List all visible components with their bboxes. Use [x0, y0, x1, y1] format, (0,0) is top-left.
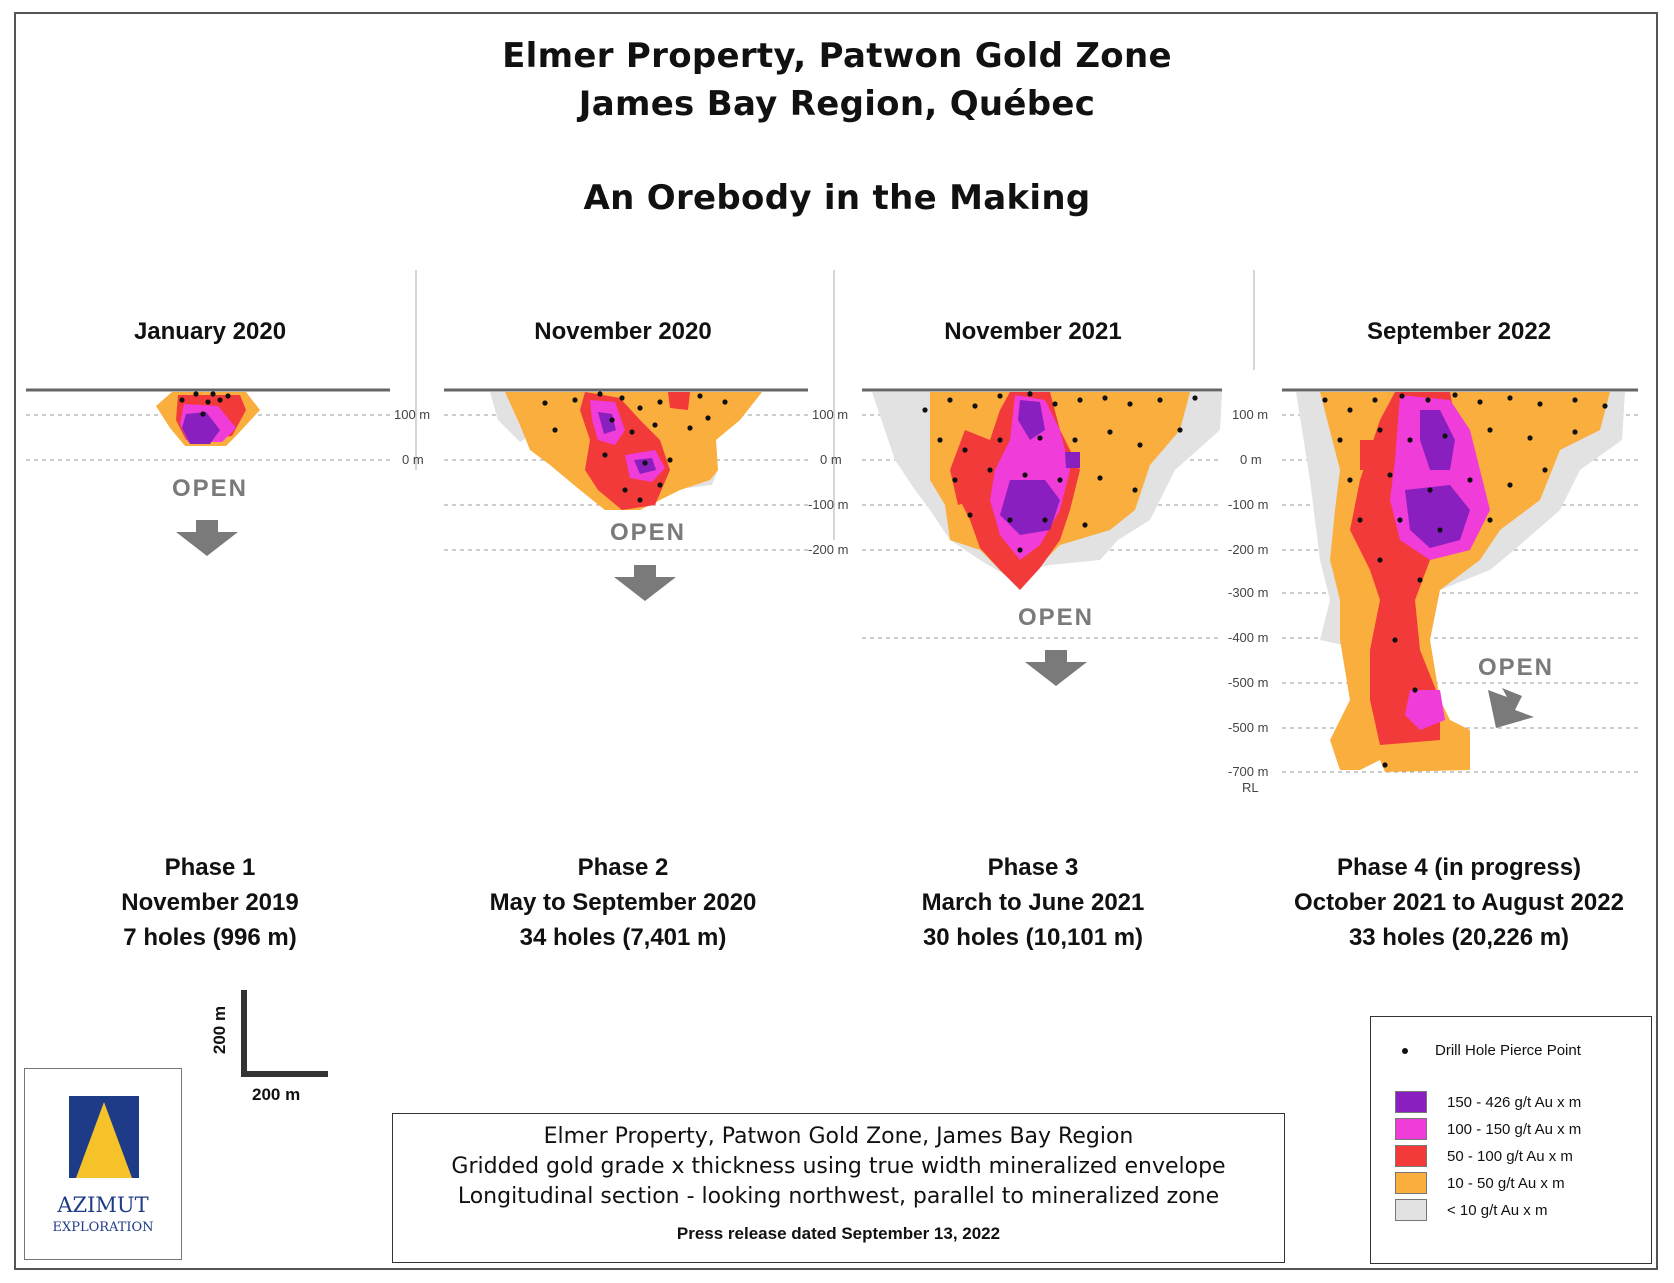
open-arrows — [176, 520, 1534, 728]
elev-label: 0 m — [402, 452, 424, 467]
legend-swatch — [1395, 1118, 1427, 1140]
title-line-2: James Bay Region, Québec — [578, 84, 1096, 124]
elev-label: -200 m — [808, 542, 849, 557]
legend-swatch — [1395, 1199, 1427, 1221]
legend-label: < 10 g/t Au x m — [1447, 1201, 1548, 1219]
phase-period: May to September 2020 — [489, 889, 757, 916]
open-label-2: OPEN — [609, 519, 686, 546]
legend-item: < 10 g/t Au x m — [1395, 1199, 1547, 1221]
section-panel-1 — [26, 388, 390, 461]
phase-desc-4: Phase 4 (in progress) October 2021 to Au… — [1249, 850, 1669, 955]
logo-box: AZIMUT EXPLORATION — [24, 1068, 182, 1260]
elev-label: 0 m — [820, 452, 842, 467]
press-release-date: Press release dated September 13, 2022 — [676, 1224, 1001, 1243]
elev-label: 100 m — [1232, 407, 1269, 422]
subtitle: An Orebody in the Making — [583, 178, 1091, 218]
scale-horizontal-label: 200 m — [252, 1085, 301, 1104]
elev-label: -100 m — [1228, 497, 1269, 512]
elev-label: -500 m — [1228, 720, 1269, 735]
section-panel-4 — [1282, 388, 1638, 773]
legend: Drill Hole Pierce Point 150 - 426 g/t Au… — [1370, 1016, 1652, 1264]
phase-period: March to June 2021 — [921, 889, 1145, 916]
elev-label: -100 m — [808, 497, 849, 512]
pierce-points — [542, 391, 728, 503]
legend-item: 10 - 50 g/t Au x m — [1395, 1172, 1565, 1194]
elev-label: -400 m — [1228, 630, 1269, 645]
phase-name: Phase 2 — [577, 854, 669, 881]
legend-label: 10 - 50 g/t Au x m — [1447, 1174, 1565, 1192]
panel-date-2: November 2020 — [534, 318, 712, 345]
legend-item: 150 - 426 g/t Au x m — [1395, 1091, 1581, 1113]
legend-item: 50 - 100 g/t Au x m — [1395, 1145, 1573, 1167]
desc-line-3: Longitudinal section - looking northwest… — [457, 1184, 1220, 1209]
section-panel-2 — [444, 388, 808, 551]
elev-label: 100 m — [812, 407, 849, 422]
open-arrow-1 — [176, 520, 238, 556]
legend-pierce-dot — [1402, 1048, 1408, 1054]
elev-label-rl: RL — [1242, 780, 1259, 795]
legend-swatch — [1395, 1145, 1427, 1167]
phase-name: Phase 4 (in progress) — [1336, 854, 1582, 881]
phase-holes: 7 holes (996 m) — [123, 924, 297, 951]
phase-period: October 2021 to August 2022 — [1294, 889, 1624, 916]
open-label-4: OPEN — [1477, 654, 1554, 681]
pierce-points — [1322, 392, 1608, 768]
legend-swatch — [1395, 1091, 1427, 1113]
open-label-1: OPEN — [171, 475, 248, 502]
phase-period: November 2019 — [121, 889, 299, 916]
elev-label: -200 m — [1228, 542, 1269, 557]
title-line-1: Elmer Property, Patwon Gold Zone — [502, 36, 1172, 76]
phase-holes: 34 holes (7,401 m) — [519, 924, 727, 951]
azimut-logo — [69, 1096, 139, 1178]
legend-label: 100 - 150 g/t Au x m — [1447, 1120, 1582, 1138]
legend-item: 100 - 150 g/t Au x m — [1395, 1118, 1581, 1140]
logo-name: AZIMUT — [57, 1193, 149, 1217]
open-arrow-4 — [1488, 688, 1534, 728]
panel-date-1: January 2020 — [133, 318, 287, 345]
legend-label: 50 - 100 g/t Au x m — [1447, 1147, 1573, 1165]
elev-label: 0 m — [1240, 452, 1262, 467]
open-arrow-2 — [614, 565, 676, 601]
legend-label: 150 - 426 g/t Au x m — [1447, 1093, 1582, 1111]
phase-desc-1: Phase 1 November 2019 7 holes (996 m) — [0, 850, 420, 955]
phase-name: Phase 3 — [987, 854, 1079, 881]
panel-date-3: November 2021 — [944, 318, 1122, 345]
description-box: Elmer Property, Patwon Gold Zone, James … — [392, 1113, 1285, 1263]
pierce-points — [179, 391, 231, 417]
legend-pierce-label: Drill Hole Pierce Point — [1435, 1042, 1581, 1059]
phase-holes: 30 holes (10,101 m) — [922, 924, 1144, 951]
scale-vertical-label: 200 m — [210, 1005, 230, 1055]
phase-holes: 33 holes (20,226 m) — [1348, 924, 1570, 951]
desc-line-1: Elmer Property, Patwon Gold Zone, James … — [543, 1124, 1134, 1149]
section-panel-3 — [862, 388, 1222, 639]
elev-label: 100 m — [394, 407, 431, 422]
phase-name: Phase 1 — [164, 854, 256, 881]
phase-desc-2: Phase 2 May to September 2020 34 holes (… — [413, 850, 833, 955]
phase-desc-3: Phase 3 March to June 2021 30 holes (10,… — [823, 850, 1243, 955]
elev-label: -700 m — [1228, 764, 1269, 779]
open-label-3: OPEN — [1017, 604, 1094, 631]
elev-label: -300 m — [1228, 585, 1269, 600]
logo-subname: EXPLORATION — [52, 1220, 154, 1235]
pierce-points — [922, 391, 1198, 553]
panel-date-4: September 2022 — [1366, 318, 1552, 345]
elev-label: -500 m — [1228, 675, 1269, 690]
figure-frame — [14, 12, 1658, 1270]
desc-line-2: Gridded gold grade x thickness using tru… — [451, 1154, 1226, 1179]
open-arrow-3 — [1025, 650, 1087, 686]
legend-swatch — [1395, 1172, 1427, 1194]
zone-150-426 — [182, 412, 220, 444]
scale-bar — [241, 990, 328, 1077]
